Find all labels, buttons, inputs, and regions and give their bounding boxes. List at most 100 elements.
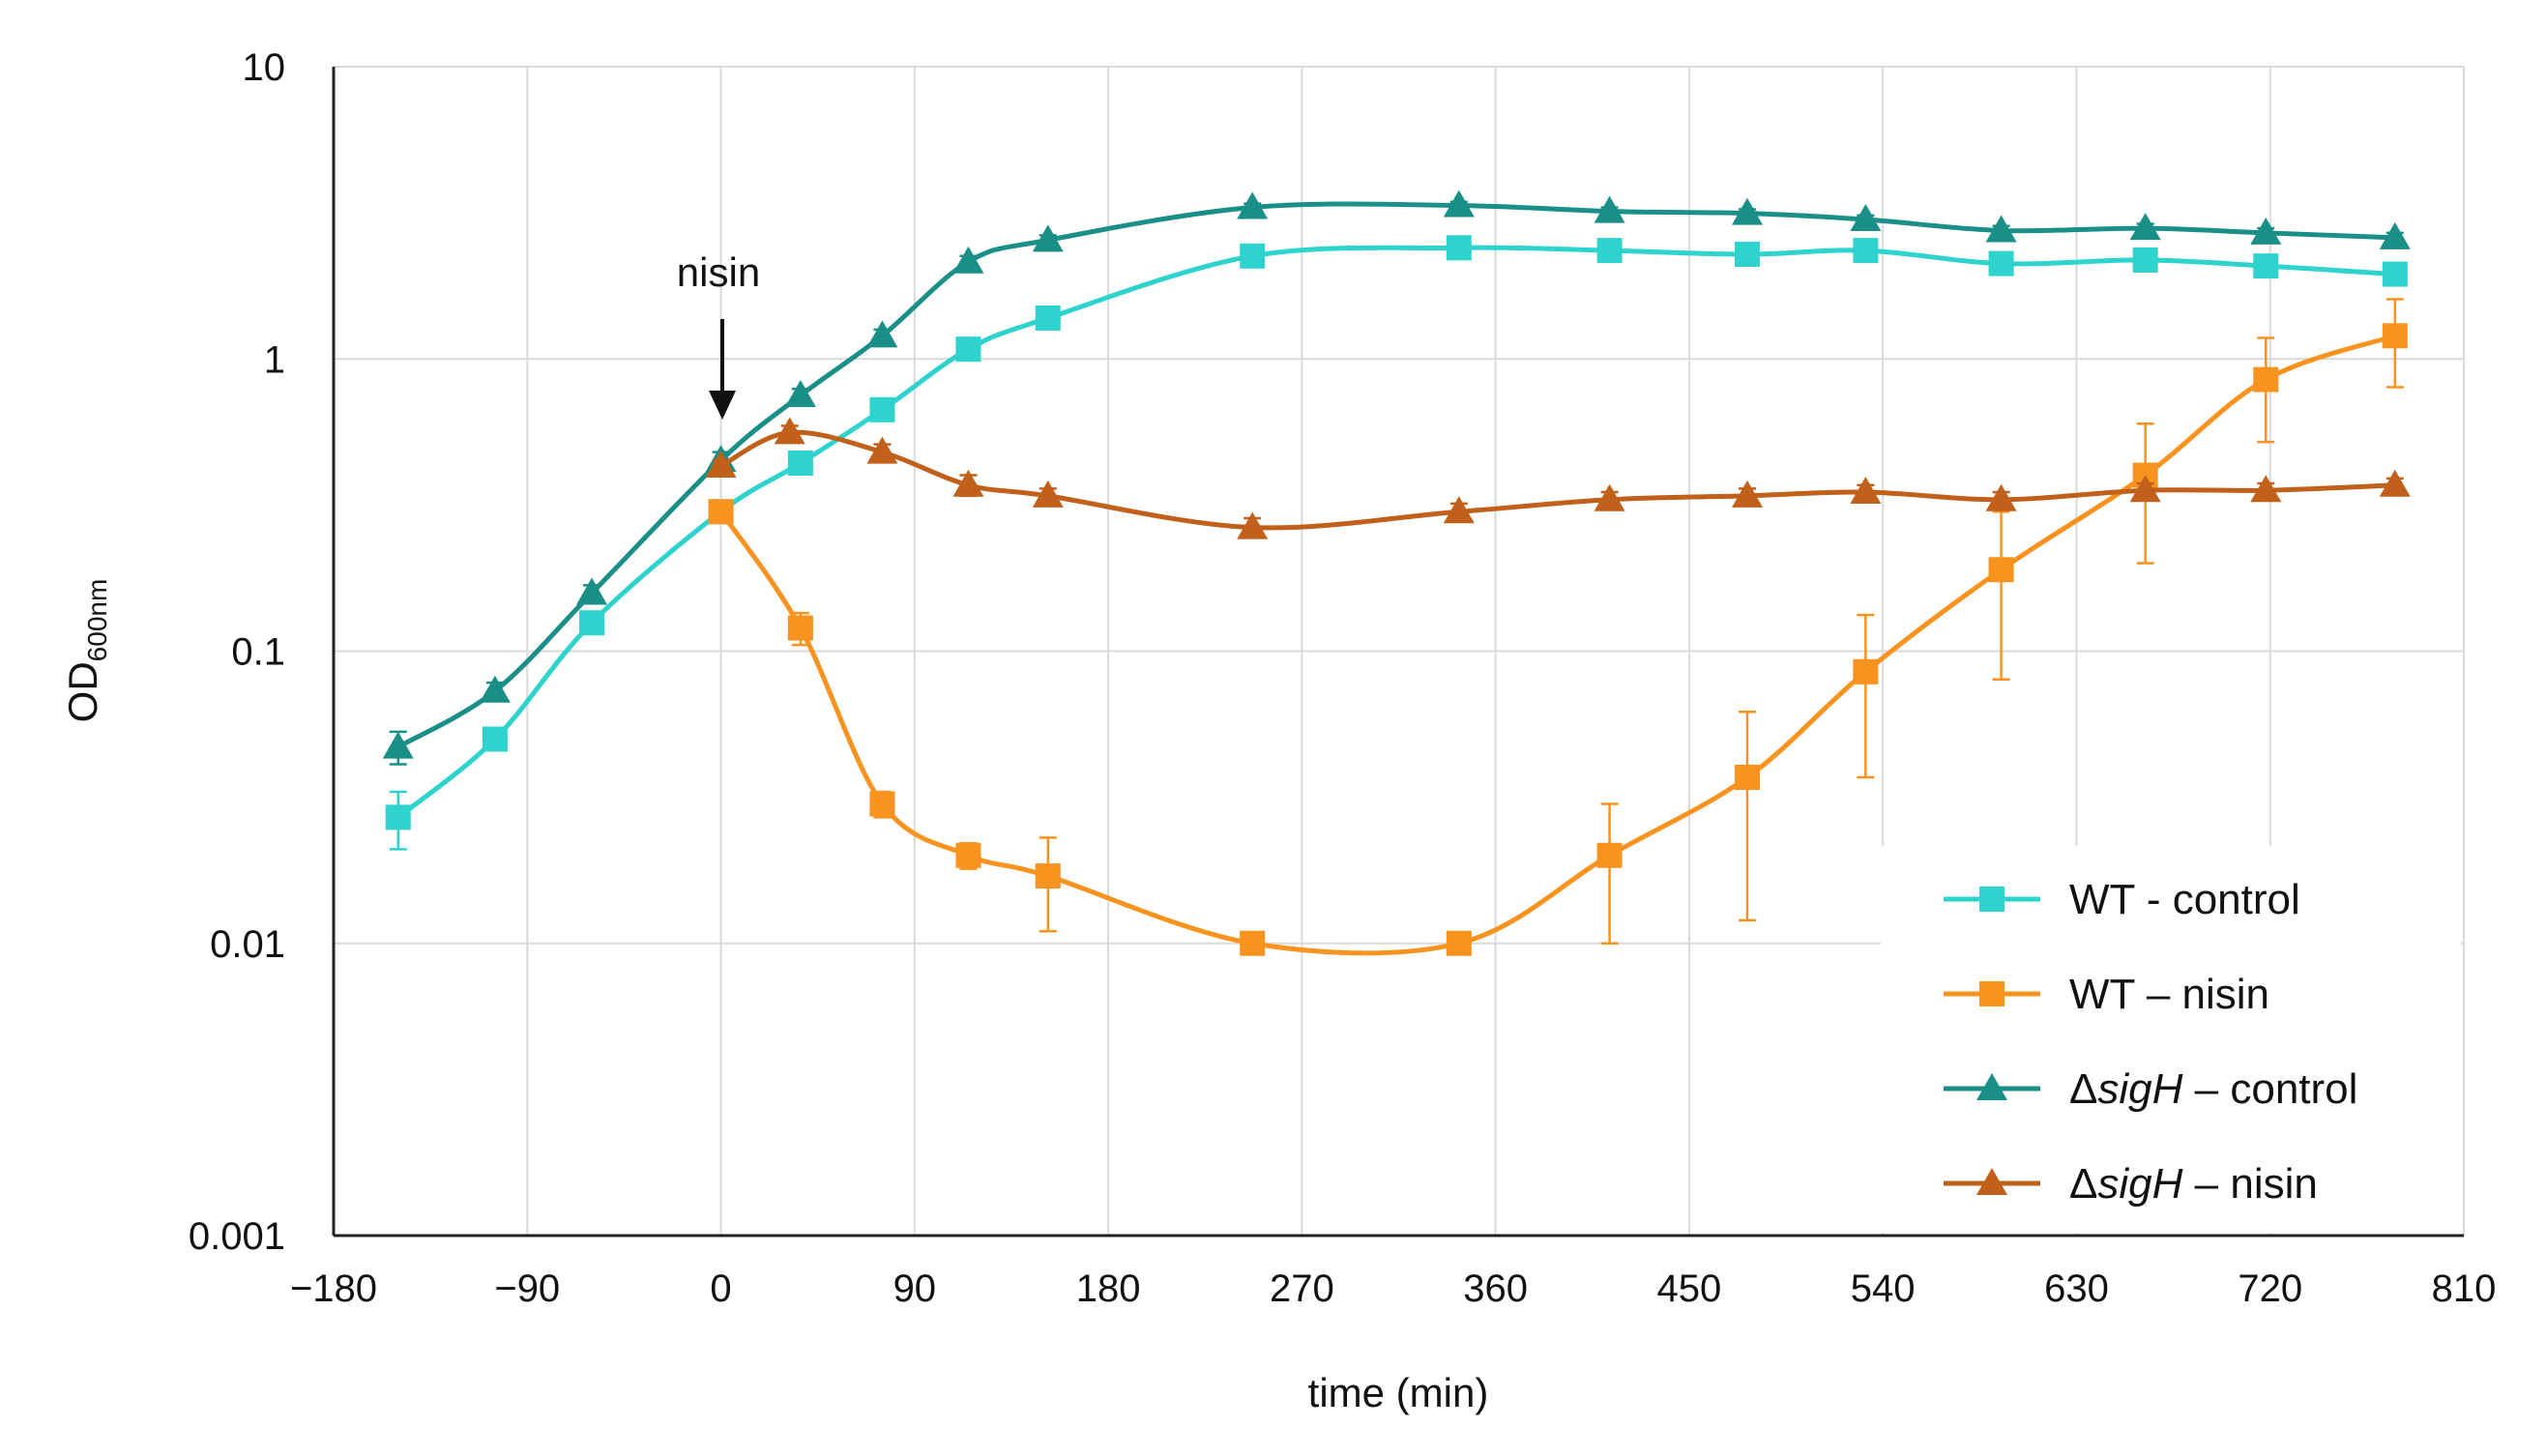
data-point — [787, 451, 813, 477]
data-point — [1594, 195, 1625, 223]
data-point — [1446, 235, 1472, 261]
legend-label-text: – control — [2182, 1065, 2357, 1113]
x-axis-title: time (min) — [1308, 1370, 1489, 1415]
data-point — [1237, 191, 1269, 219]
nisin-arrow-head — [709, 391, 736, 420]
x-tick-label: 90 — [893, 1267, 937, 1310]
x-tick-label: 360 — [1463, 1267, 1528, 1310]
data-point — [1446, 930, 1472, 956]
x-tick-label: −180 — [290, 1267, 377, 1310]
data-point — [2379, 221, 2411, 249]
y-tick-label: 0.1 — [231, 631, 285, 674]
data-point — [1035, 305, 1061, 331]
y-tick-label: 1 — [264, 338, 285, 381]
data-point — [2253, 253, 2279, 279]
legend-swatch-marker — [1976, 1073, 2007, 1100]
data-point — [708, 499, 734, 525]
tick-labels: −180 −90 0 90 180 270 360 450 540 630 720 810 0.001 0… — [189, 46, 2496, 1310]
data-point — [784, 380, 816, 408]
x-tick-label: −90 — [494, 1267, 560, 1310]
error-bar — [1857, 613, 1875, 779]
data-point — [1596, 238, 1623, 264]
data-point — [579, 610, 605, 636]
legend-swatch-marker — [1976, 1168, 2007, 1195]
series-line — [396, 245, 2395, 820]
data-point — [1985, 483, 2017, 511]
data-point — [2379, 469, 2411, 497]
x-tick-label: 180 — [1076, 1267, 1141, 1310]
data-point — [576, 577, 608, 605]
axes — [332, 67, 2464, 1238]
data-point — [1596, 842, 1623, 868]
data-point — [774, 417, 805, 445]
series-line — [396, 201, 2395, 749]
x-tick-label: 0 — [710, 1267, 731, 1310]
x-tick-label: 540 — [1851, 1267, 1916, 1310]
legend-swatch-marker — [1979, 887, 2005, 912]
legend-item: ΔsigH – nisin — [1944, 1160, 2318, 1208]
series-line — [719, 429, 2395, 531]
data-point — [385, 804, 411, 830]
y-axis-title-sub: 600nm — [82, 579, 112, 662]
data-point — [2382, 261, 2408, 287]
data-point — [1240, 243, 1266, 269]
data-point — [1734, 765, 1760, 791]
x-tick-label: 270 — [1270, 1267, 1334, 1310]
data-point — [1443, 496, 1475, 524]
legend-swatch-marker — [1979, 981, 2005, 1006]
y-tick-label: 0.001 — [189, 1215, 285, 1258]
legend-label-italic: sigH — [2097, 1065, 2182, 1113]
legend-label: ΔsigH – control — [2069, 1065, 2357, 1113]
data-point — [2132, 247, 2158, 273]
data-point — [2129, 213, 2161, 241]
y-tick-label: 10 — [243, 46, 286, 89]
legend-label: WT – nisin — [2069, 971, 2269, 1018]
data-point — [952, 246, 984, 274]
svg-text:OD600nm: OD600nm — [60, 579, 112, 723]
legend-label: WT - control — [2069, 876, 2300, 923]
legend-item: WT - control — [1944, 876, 2300, 923]
data-point — [1240, 930, 1266, 956]
data-point — [1988, 557, 2014, 583]
legend-item: WT – nisin — [1944, 971, 2269, 1018]
nisin-label: nisin — [677, 249, 760, 295]
legend-background — [1881, 846, 2461, 1233]
data-point — [482, 726, 508, 752]
data-point — [1594, 483, 1625, 511]
error-bar — [1738, 710, 1756, 922]
data-point — [1853, 238, 1879, 264]
series-3 — [705, 417, 2411, 539]
y-tick-label: 0.01 — [210, 923, 285, 966]
data-point — [955, 336, 981, 363]
data-point — [952, 469, 984, 497]
data-point — [1035, 863, 1061, 889]
x-tick-label: 720 — [2238, 1267, 2302, 1310]
data-point — [2253, 366, 2279, 393]
data-point — [787, 615, 813, 641]
series-layer — [382, 189, 2411, 956]
data-point — [1032, 224, 1064, 252]
data-point — [869, 396, 895, 422]
x-tick-label: 450 — [1657, 1267, 1722, 1310]
data-point — [1988, 250, 2014, 277]
data-point — [479, 675, 511, 703]
nisin-annotation: nisin — [677, 249, 760, 420]
data-point — [2129, 475, 2161, 503]
data-point — [1032, 480, 1064, 508]
legend-label: ΔsigH – nisin — [2069, 1160, 2318, 1208]
gridlines — [334, 66, 2465, 1236]
series-2 — [382, 189, 2411, 766]
data-point — [869, 791, 895, 817]
x-tick-label: 630 — [2044, 1267, 2109, 1310]
y-axis-title-main: OD — [60, 661, 105, 722]
data-point — [1850, 477, 1882, 505]
y-axis-title: OD600nm — [60, 579, 112, 723]
data-point — [1985, 215, 2017, 243]
data-point — [705, 451, 737, 479]
data-point — [2250, 217, 2282, 245]
legend-item: ΔsigH – control — [1944, 1065, 2357, 1113]
legend-label-prefix: Δ — [2069, 1160, 2097, 1208]
data-point — [866, 320, 898, 348]
